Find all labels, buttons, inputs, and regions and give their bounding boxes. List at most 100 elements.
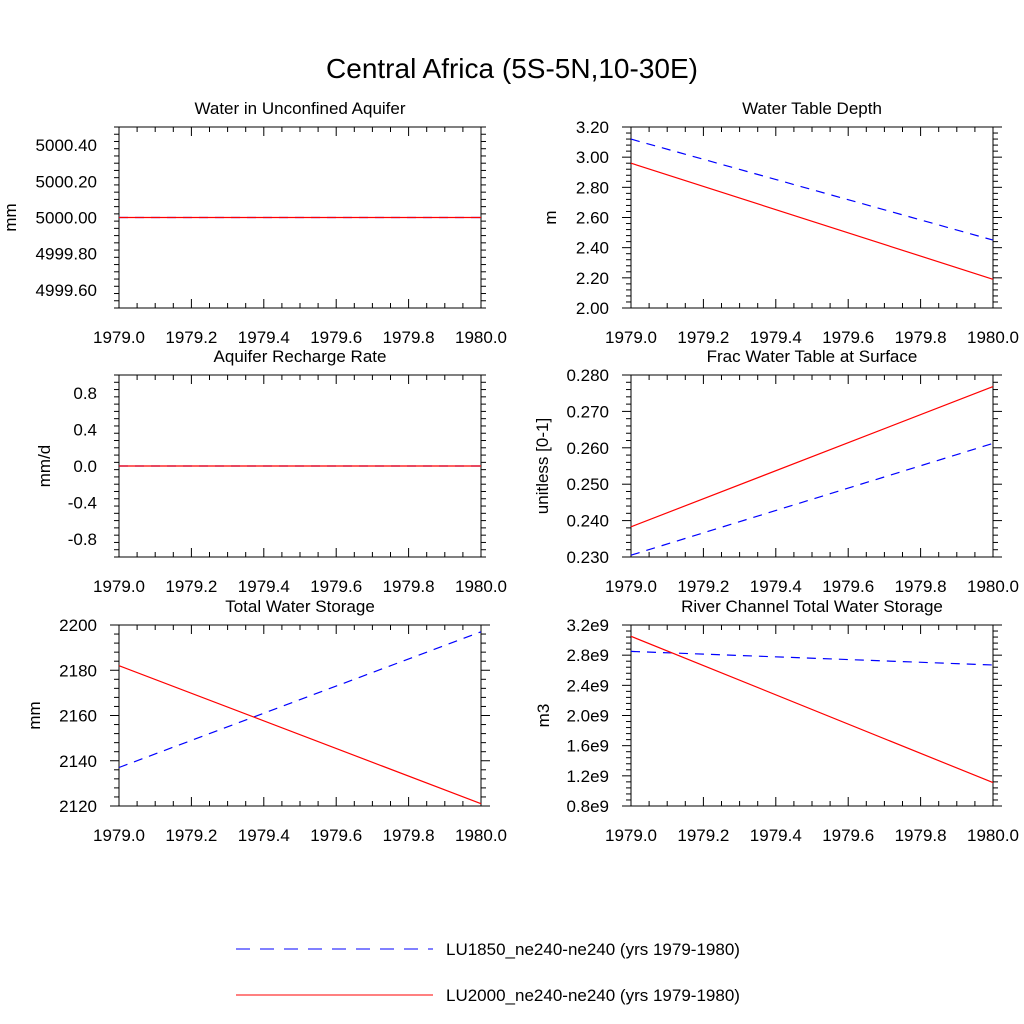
y-tick-label: 2160 [59,707,97,726]
x-tick-label: 1980.0 [455,826,507,845]
y-tick-label: -0.8 [68,530,97,549]
y-tick-label: 0.270 [566,402,609,421]
x-tick-label: 1979.6 [822,577,874,596]
panel-title: Water Table Depth [742,99,882,118]
x-tick-label: 1980.0 [967,328,1019,347]
x-tick-label: 1979.0 [605,577,657,596]
x-tick-label: 1979.2 [165,577,217,596]
panel-title: River Channel Total Water Storage [681,597,943,616]
y-tick-label: 0.0 [73,457,97,476]
y-tick-label: 0.4 [73,421,97,440]
y-tick-label: 2.8e9 [566,646,609,665]
legend-label-lu1850: LU1850_ne240-ne240 (yrs 1979-1980) [446,940,740,959]
y-axis-label: m [541,210,560,224]
series-line-lu2000 [118,665,482,805]
y-tick-label: 2.40 [576,239,609,258]
y-tick-label: 3.2e9 [566,616,609,635]
series-line-lu2000 [630,635,994,784]
y-tick-label: -0.4 [68,493,97,512]
x-tick-label: 1979.6 [822,826,874,845]
y-axis-label: mm [1,203,20,231]
series-line-lu1850 [630,442,994,556]
x-tick-label: 1980.0 [967,577,1019,596]
y-tick-label: 0.280 [566,366,609,385]
x-tick-label: 1979.4 [238,328,290,347]
x-tick-label: 1979.6 [822,328,874,347]
y-axis-label: mm [25,701,44,729]
x-tick-label: 1980.0 [455,328,507,347]
y-tick-label: 3.00 [576,148,609,167]
x-tick-label: 1979.0 [605,826,657,845]
panel-2: Water Table Depth m 1979.0 1979.2 1979.4 1979… [541,99,1019,347]
legend: LU1850_ne240-ne240 (yrs 1979-1980) LU200… [236,940,740,1005]
y-tick-label: 3.20 [576,118,609,137]
y-tick-label: 2.00 [576,299,609,318]
y-tick-label: 2120 [59,797,97,816]
x-tick-label: 1979.2 [677,577,729,596]
x-tick-label: 1979.6 [310,826,362,845]
y-tick-label: 2.0e9 [566,707,609,726]
panel-title: Frac Water Table at Surface [707,347,918,366]
x-tick-label: 1979.8 [383,826,435,845]
plot-frame [630,624,994,807]
series-line-lu1850 [118,631,482,769]
y-tick-label: 0.260 [566,439,609,458]
panel-4: Frac Water Table at Surface unitless [0-1… [533,347,1019,596]
x-tick-label: 1979.2 [677,328,729,347]
y-tick-label: 5000.20 [36,172,97,191]
series-line-lu1850 [630,138,994,241]
legend-label-lu2000: LU2000_ne240-ne240 (yrs 1979-1980) [446,986,740,1005]
x-tick-label: 1979.2 [677,826,729,845]
panels: Water in Unconfined Aquifer mm 1979.0 1979.… [1,99,1019,845]
x-tick-label: 1979.8 [383,328,435,347]
y-axis-label: unitless [0-1] [533,418,552,514]
panel-3: Aquifer Recharge Rate mm/d 1979.0 1979.2 197… [35,347,507,596]
panel-title: Total Water Storage [225,597,375,616]
y-tick-label: 0.240 [566,512,609,531]
y-axis-label: mm/d [35,445,54,488]
y-tick-label: 2180 [59,661,97,680]
y-tick-label: 4999.80 [36,245,97,264]
x-tick-label: 1979.0 [93,328,145,347]
x-tick-label: 1979.8 [383,577,435,596]
y-tick-label: 0.230 [566,548,609,567]
series-line-lu1850 [630,650,994,666]
y-tick-label: 0.250 [566,475,609,494]
series-line-lu2000 [630,162,994,280]
x-tick-label: 1979.8 [895,328,947,347]
plot-frame [630,374,994,558]
x-tick-label: 1979.8 [895,577,947,596]
y-tick-label: 1.6e9 [566,737,609,756]
x-tick-label: 1979.6 [310,577,362,596]
x-tick-label: 1979.4 [238,577,290,596]
y-tick-label: 4999.60 [36,281,97,300]
y-tick-label: 2.60 [576,209,609,228]
y-tick-label: 2.20 [576,269,609,288]
y-axis-label: m3 [534,704,553,728]
panel-5: Total Water Storage mm 1979.0 1979.2 1979.4 1… [25,597,507,845]
panel-title: Water in Unconfined Aquifer [194,99,405,118]
y-tick-label: 2140 [59,752,97,771]
x-tick-label: 1979.4 [750,577,802,596]
y-tick-label: 0.8e9 [566,797,609,816]
panel-6: River Channel Total Water Storage m3 1979.… [534,597,1019,845]
y-tick-label: 5000.00 [36,209,97,228]
y-tick-label: 0.8 [73,384,97,403]
x-tick-label: 1979.2 [165,826,217,845]
figure-title: Central Africa (5S-5N,10-30E) [326,53,698,84]
x-tick-label: 1979.4 [750,328,802,347]
y-tick-label: 2.80 [576,178,609,197]
x-tick-label: 1979.2 [165,328,217,347]
y-tick-label: 1.2e9 [566,767,609,786]
panel-title: Aquifer Recharge Rate [214,347,387,366]
y-tick-label: 5000.40 [36,136,97,155]
y-tick-label: 2200 [59,616,97,635]
x-tick-label: 1979.4 [750,826,802,845]
x-tick-label: 1980.0 [967,826,1019,845]
series-line-lu2000 [630,386,994,528]
x-tick-label: 1979.0 [93,577,145,596]
x-tick-label: 1979.4 [238,826,290,845]
x-tick-label: 1979.0 [605,328,657,347]
x-tick-label: 1979.8 [895,826,947,845]
